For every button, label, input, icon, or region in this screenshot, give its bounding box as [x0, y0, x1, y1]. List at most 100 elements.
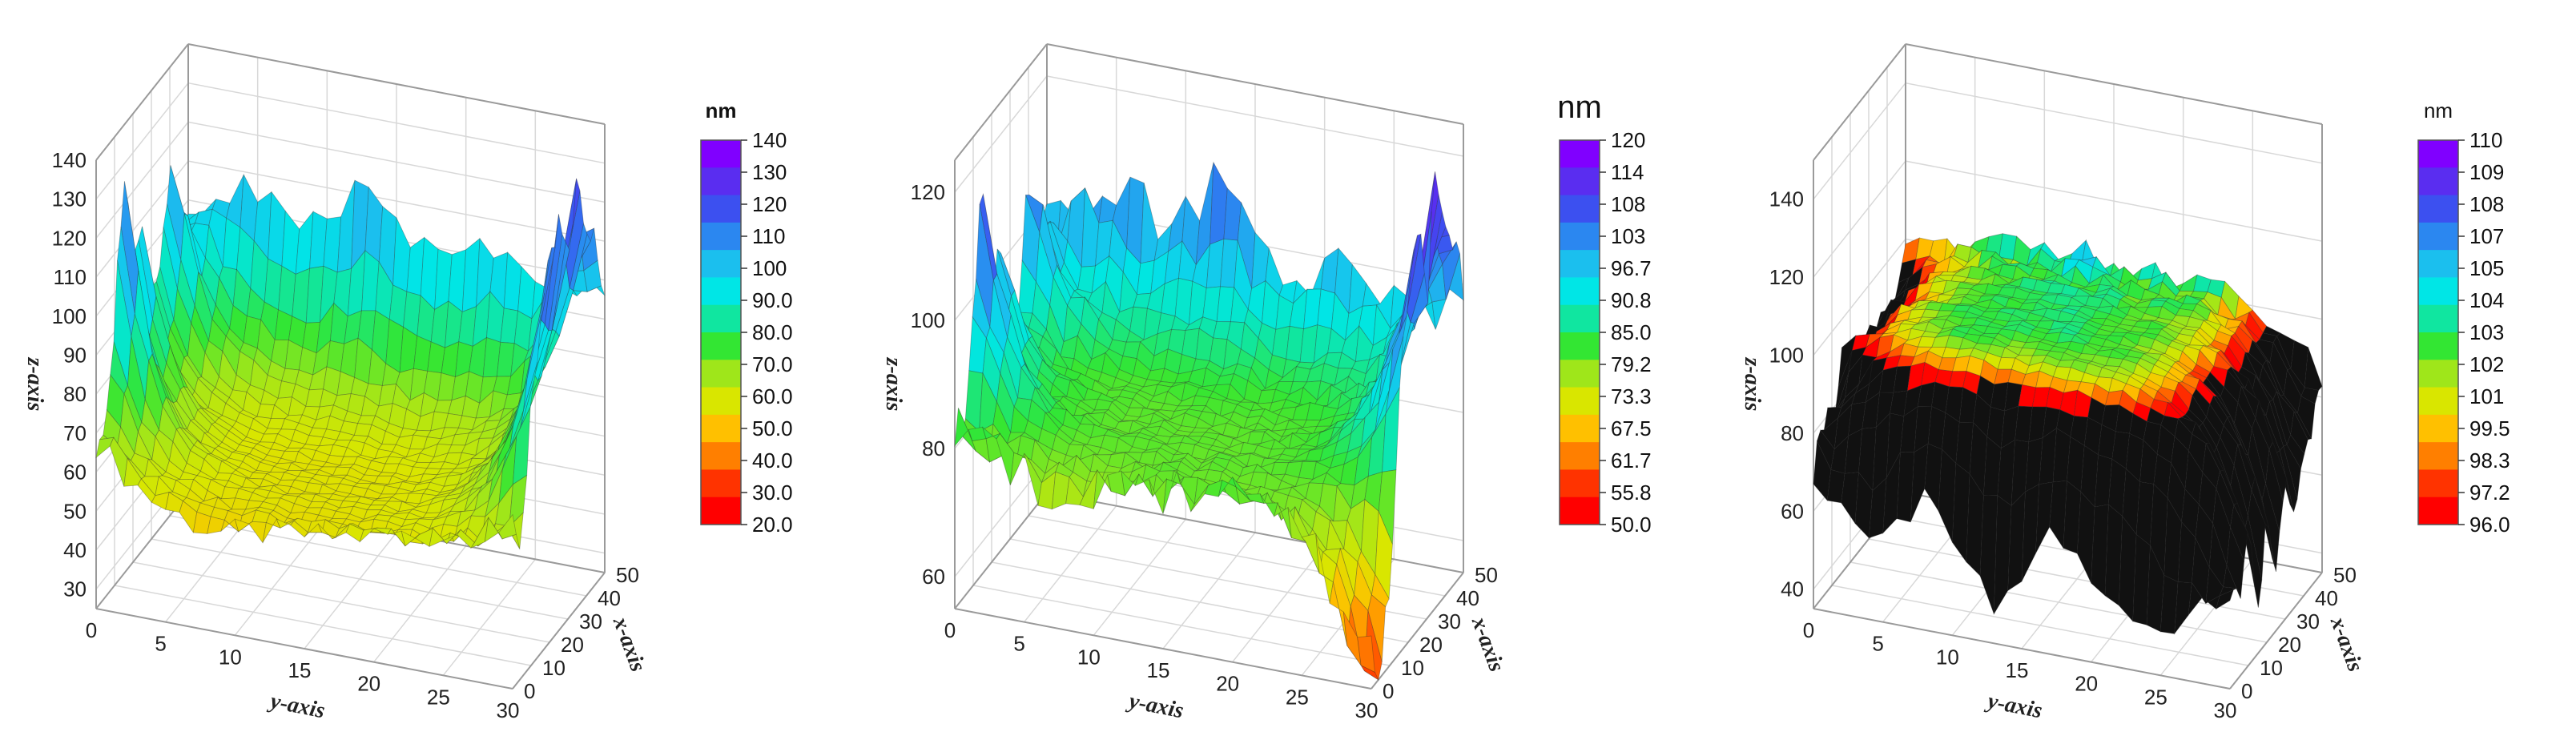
- floor-gridline: [132, 561, 550, 643]
- z-tick-label: 120: [1769, 265, 1804, 289]
- colorbar-swatch: [2418, 332, 2458, 360]
- x-tick-label: 5: [155, 632, 166, 656]
- colorbar-tick-label: 50.0: [752, 416, 793, 440]
- colorbar-tick-label: 85.0: [1611, 320, 1652, 344]
- colorbar-tick-label: 110: [2469, 128, 2502, 152]
- colorbar-swatch: [2418, 250, 2458, 278]
- z-tick-label: 80: [922, 436, 945, 460]
- colorbar-tick-label: 120: [752, 192, 787, 216]
- axis-box-edge: [1046, 43, 1464, 125]
- y-tick-label: 40: [1456, 586, 1479, 610]
- colorbar-unit-label: nm: [1557, 90, 1602, 125]
- y-tick-label: 10: [542, 656, 566, 680]
- colorbar-swatch: [1560, 469, 1600, 498]
- colorbar-tick-label: 20.0: [752, 513, 793, 537]
- x-tick-label: 30: [497, 698, 520, 722]
- floor-gridline: [304, 532, 397, 649]
- colorbar-tick-label: 103: [2469, 320, 2504, 344]
- y-tick-label: 0: [1383, 679, 1394, 703]
- colorbar-tick-label: 55.8: [1611, 481, 1652, 505]
- colorbar-tick-label: 108: [1611, 192, 1645, 216]
- floor-gridline: [151, 538, 569, 620]
- colorbar-swatch: [2418, 442, 2458, 470]
- backwall-gridline: [187, 121, 606, 203]
- colorbar-swatch: [2418, 304, 2458, 333]
- colorbar-swatch: [1560, 167, 1600, 196]
- y-tick-label: 30: [579, 609, 602, 633]
- floor-gridline: [442, 558, 536, 676]
- colorbar-tick-label: 130: [752, 160, 787, 184]
- surface-group: [954, 161, 1464, 681]
- y-tick-label: 50: [1475, 563, 1498, 587]
- x-tick-label: 0: [944, 618, 956, 642]
- z-tick-label: 110: [54, 265, 87, 289]
- z-tick-label: 50: [63, 499, 87, 523]
- surface-cell: [1378, 469, 1397, 545]
- y-tick-label: 20: [2278, 633, 2301, 657]
- y-axis-title: x-axis: [608, 613, 650, 674]
- z-axis-title: z-axis: [881, 357, 906, 412]
- surface-cell: [512, 407, 531, 485]
- x-tick-label: 25: [2144, 685, 2167, 709]
- floor-gridline: [1849, 561, 2268, 643]
- surface-cell: [2265, 448, 2284, 533]
- floor-gridline: [1162, 532, 1256, 649]
- surface-cell: [1360, 664, 1379, 681]
- backwall-gridline: [1905, 82, 2323, 164]
- colorbar-swatch: [701, 360, 741, 388]
- x-tick-label: 20: [2075, 672, 2098, 696]
- y-tick-label: 40: [598, 586, 621, 610]
- colorbar-tick-label: 105: [2469, 256, 2504, 280]
- axis-box-edge: [1905, 43, 2323, 125]
- colorbar-swatch: [2418, 167, 2458, 196]
- colorbar-swatch: [701, 414, 741, 443]
- colorbar-swatch: [1560, 387, 1600, 416]
- colorbar-swatch: [1560, 304, 1600, 333]
- z-tick-label: 120: [52, 226, 87, 250]
- colorbar-swatch: [701, 387, 741, 416]
- y-tick-label: 30: [1438, 609, 1461, 633]
- axis-box-edge: [95, 43, 189, 161]
- surface-cell: [583, 259, 602, 292]
- colorbar-tick-label: 30.0: [752, 481, 793, 505]
- colorbar-swatch: [2418, 360, 2458, 388]
- x-axis-title: y-axis: [1983, 688, 2044, 723]
- axis-box-edge: [2229, 572, 2323, 690]
- chart-svg: 051015202530010203040506080100120y-axisx…: [881, 43, 1652, 723]
- surface-cell: [1367, 594, 1387, 662]
- colorbar-swatch: [2418, 497, 2458, 525]
- axis-box-edge: [1813, 43, 1906, 161]
- x-tick-label: 20: [357, 672, 380, 696]
- colorbar-tick-label: 90.0: [752, 288, 793, 312]
- surface-cell: [1357, 635, 1375, 673]
- z-axis-title: z-axis: [22, 357, 47, 412]
- sidewall-gridline: [95, 121, 189, 239]
- axis-box-edge: [954, 43, 1048, 161]
- z-tick-label: 60: [63, 460, 87, 485]
- colorbar-tick-label: 120: [1611, 128, 1645, 152]
- surface-chart-3: 0 5 10 15 20 25 30 0 10 20 30 40 50 40 60 80 100 120 140 y-…: [1717, 0, 2576, 752]
- y-tick-label: 10: [1401, 656, 1424, 680]
- z-tick-label: 60: [922, 565, 945, 589]
- x-tick-label: 5: [1013, 632, 1024, 656]
- sidewall-gridline: [954, 75, 1048, 193]
- colorbar-tick-label: 103: [1611, 224, 1645, 248]
- colorbar-tick-label: 50.0: [1611, 513, 1652, 537]
- colorbar-swatch: [1560, 250, 1600, 278]
- colorbar-tick-label: 80.0: [752, 320, 793, 344]
- axis-box-edge: [95, 608, 513, 690]
- z-tick-label: 40: [63, 538, 87, 562]
- x-tick-label: 0: [1803, 618, 1814, 642]
- y-tick-label: 10: [2260, 656, 2283, 680]
- colorbar-swatch: [1560, 332, 1600, 360]
- colorbar-swatch: [701, 497, 741, 525]
- surface-cell: [2300, 387, 2320, 404]
- colorbar-swatch: [2418, 140, 2458, 168]
- colorbar-group: 140 130 120 110 100 90.0 80.0 70.0 60.0 50.0 40.0 3…: [700, 99, 793, 537]
- colorbar-tick-label: 67.5: [1611, 416, 1652, 440]
- colorbar-group: 110 109 108 107 105 104 103 102 101 99.5 98.3 97.2 9…: [2417, 99, 2510, 537]
- colorbar-swatch: [1560, 140, 1600, 168]
- z-tick-label: 140: [1769, 187, 1804, 211]
- colorbar-tick-label: 101: [2469, 384, 2504, 408]
- colorbar-swatch: [1560, 414, 1600, 443]
